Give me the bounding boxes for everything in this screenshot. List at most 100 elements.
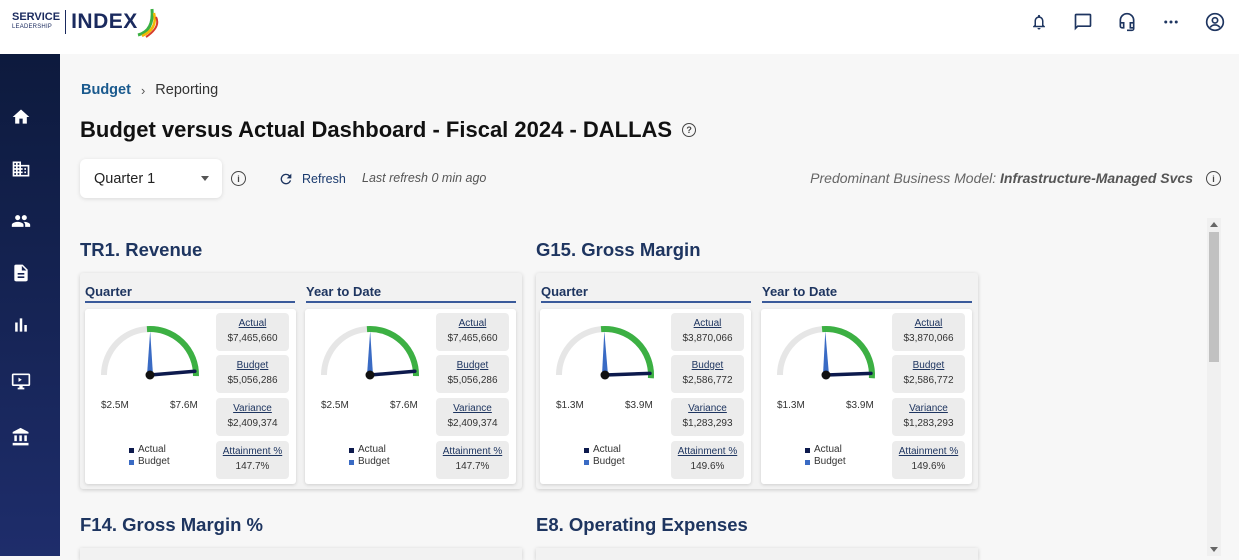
quarter-info-icon[interactable]: i xyxy=(231,171,246,186)
stat-value: 149.6% xyxy=(690,461,725,472)
stat-actual: Actual $7,465,660 xyxy=(436,313,509,351)
breadcrumb-budget-link[interactable]: Budget xyxy=(81,82,131,98)
stat-label[interactable]: Budget xyxy=(236,360,269,371)
gauge-legend: Actual Budget xyxy=(129,444,170,468)
panel-label: Quarter xyxy=(541,284,588,299)
budget-needle xyxy=(147,331,153,376)
building-icon[interactable] xyxy=(10,158,32,180)
scrollbar-thumb[interactable] xyxy=(1209,232,1219,362)
stat-label[interactable]: Variance xyxy=(909,403,948,414)
legend-swatch xyxy=(805,447,810,453)
stat-actual: Actual $7,465,660 xyxy=(216,313,289,351)
people-icon[interactable] xyxy=(10,210,32,232)
refresh-icon xyxy=(280,173,292,185)
legend-label: Budget xyxy=(814,456,846,467)
stat-label[interactable]: Budget xyxy=(691,360,724,371)
stat-label[interactable]: Actual xyxy=(914,318,943,329)
gross-margin-card: Quarter Year to Date $1.3M $3.9M Actual Bud… xyxy=(536,273,978,489)
stat-label[interactable]: Attainment % xyxy=(442,446,503,457)
gauge-chart xyxy=(101,326,199,380)
legend-item-actual: Actual xyxy=(805,444,846,456)
legend-item-actual: Actual xyxy=(129,444,170,456)
help-icon[interactable]: ? xyxy=(682,123,697,137)
gauge-panel: $1.3M $3.9M Actual Budget Actual $3,870,066 Bu… xyxy=(540,309,751,484)
gauge-legend: Actual Budget xyxy=(584,444,625,468)
legend-item-budget: Budget xyxy=(584,456,625,468)
bank-icon[interactable] xyxy=(10,426,32,448)
legend-swatch xyxy=(584,459,589,465)
account-icon[interactable] xyxy=(1203,10,1227,34)
gauge-min-label: $2.5M xyxy=(101,400,129,411)
panel-label: Year to Date xyxy=(306,284,382,299)
budget-needle xyxy=(367,331,373,376)
stat-label[interactable]: Attainment % xyxy=(677,446,738,457)
stat-label[interactable]: Budget xyxy=(912,360,945,371)
stat-variance: Variance $2,409,374 xyxy=(216,398,289,436)
sidebar xyxy=(0,54,60,556)
scroll-down-arrow[interactable] xyxy=(1210,547,1218,552)
revenue-card: Quarter Year to Date $2.5M $7.6M Actual Bud… xyxy=(80,273,522,489)
gauge-hub xyxy=(600,370,610,380)
stat-attainment: Attainment % 147.7% xyxy=(216,441,289,479)
headset-icon[interactable] xyxy=(1115,10,1139,34)
legend-swatch xyxy=(129,459,134,465)
legend-swatch xyxy=(349,459,354,465)
budget-needle xyxy=(823,331,829,376)
gauge-panel: $2.5M $7.6M Actual Budget Actual $7,465,660 Bu… xyxy=(85,309,296,484)
legend-label: Actual xyxy=(138,444,166,455)
logo-service-text: SERVICE LEADERSHIP xyxy=(12,11,61,31)
gauge-fill xyxy=(600,326,654,379)
monitor-icon[interactable] xyxy=(10,370,32,392)
stat-value: $2,409,374 xyxy=(447,418,498,429)
stat-value: $2,586,772 xyxy=(682,375,733,386)
stat-value: $5,056,286 xyxy=(227,375,278,386)
gauge-fill xyxy=(821,326,875,379)
scroll-up-arrow[interactable] xyxy=(1210,222,1218,227)
section-title-operating-expenses: E8. Operating Expenses xyxy=(536,514,748,535)
actual-needle xyxy=(603,371,652,377)
actual-needle xyxy=(824,371,873,377)
service-leadership-index-logo[interactable]: SERVICE LEADERSHIP INDEX xyxy=(12,4,160,40)
stat-label[interactable]: Budget xyxy=(456,360,489,371)
legend-label: Budget xyxy=(358,456,390,467)
gauge-max-label: $3.9M xyxy=(846,400,874,411)
section-title-gross-margin: G15. Gross Margin xyxy=(536,239,701,260)
stat-value: $3,870,066 xyxy=(903,333,954,344)
stat-value: 147.7% xyxy=(455,461,490,472)
bell-icon[interactable] xyxy=(1027,10,1051,34)
gauge-panel: $1.3M $3.9M Actual Budget Actual $3,870,066 Bu… xyxy=(761,309,972,484)
chat-icon[interactable] xyxy=(1071,10,1095,34)
stat-attainment: Attainment % 149.6% xyxy=(671,441,744,479)
stat-value: $5,056,286 xyxy=(447,375,498,386)
gauge-max-label: $7.6M xyxy=(390,400,418,411)
stat-label[interactable]: Attainment % xyxy=(222,446,283,457)
document-icon[interactable] xyxy=(10,262,32,284)
stat-variance: Variance $1,283,293 xyxy=(892,398,965,436)
stat-label[interactable]: Actual xyxy=(693,318,722,329)
legend-swatch xyxy=(129,447,134,453)
stat-label[interactable]: Variance xyxy=(233,403,272,414)
quarter-select[interactable]: Quarter 1 xyxy=(80,159,222,198)
stat-variance: Variance $1,283,293 xyxy=(671,398,744,436)
stat-label[interactable]: Variance xyxy=(453,403,492,414)
stat-value: $7,465,660 xyxy=(447,333,498,344)
stat-label[interactable]: Attainment % xyxy=(898,446,959,457)
stat-label[interactable]: Actual xyxy=(458,318,487,329)
refresh-button[interactable]: Refresh xyxy=(278,171,346,187)
top-bar: SERVICE LEADERSHIP INDEX xyxy=(0,0,1239,54)
legend-label: Actual xyxy=(814,444,842,455)
stat-attainment: Attainment % 147.7% xyxy=(436,441,509,479)
more-icon[interactable] xyxy=(1159,10,1183,34)
gauge-fill xyxy=(366,326,419,377)
business-model-info-icon[interactable]: i xyxy=(1206,171,1221,186)
stat-label[interactable]: Actual xyxy=(238,318,267,329)
home-icon[interactable] xyxy=(10,106,32,128)
gauge-max-label: $7.6M xyxy=(170,400,198,411)
stat-label[interactable]: Variance xyxy=(688,403,727,414)
stat-budget: Budget $2,586,772 xyxy=(892,355,965,393)
breadcrumb: Budget › Reporting xyxy=(81,82,218,98)
vertical-scrollbar[interactable] xyxy=(1207,218,1221,556)
bar-chart-icon[interactable] xyxy=(10,314,32,336)
stat-budget: Budget $2,586,772 xyxy=(671,355,744,393)
stat-variance: Variance $2,409,374 xyxy=(436,398,509,436)
